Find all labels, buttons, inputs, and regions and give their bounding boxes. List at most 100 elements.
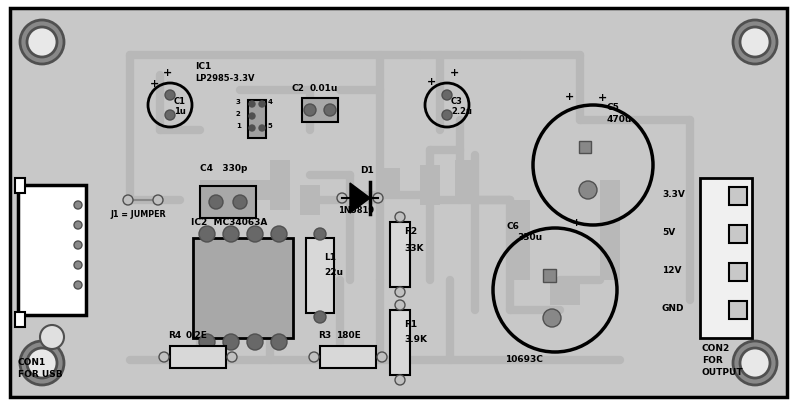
Text: GND: GND	[662, 304, 685, 313]
Bar	[455, 160, 475, 200]
Circle shape	[27, 27, 57, 57]
Text: 22u: 22u	[324, 268, 343, 277]
Text: C1: C1	[174, 97, 186, 106]
Text: +: +	[599, 93, 607, 103]
Circle shape	[395, 212, 405, 222]
Bar	[300, 185, 320, 215]
Bar	[420, 165, 440, 205]
Bar	[200, 180, 280, 200]
Circle shape	[199, 226, 215, 242]
Text: FOR USB: FOR USB	[18, 370, 63, 379]
Text: +: +	[151, 79, 159, 89]
Text: 10693C: 10693C	[505, 355, 543, 364]
Text: 180E: 180E	[336, 331, 361, 340]
Text: +: +	[450, 68, 460, 78]
Bar	[600, 180, 620, 280]
Circle shape	[199, 334, 215, 350]
Text: 1N5819: 1N5819	[338, 206, 374, 215]
Circle shape	[733, 20, 777, 64]
Text: C5: C5	[607, 103, 620, 112]
Text: 12V: 12V	[662, 266, 681, 275]
Circle shape	[223, 226, 239, 242]
Circle shape	[442, 90, 452, 100]
Circle shape	[309, 352, 319, 362]
Circle shape	[395, 375, 405, 385]
Circle shape	[395, 300, 405, 310]
Circle shape	[40, 325, 64, 349]
Text: 33K: 33K	[404, 244, 423, 253]
Circle shape	[324, 104, 336, 116]
Bar	[170, 346, 226, 368]
Circle shape	[20, 20, 64, 64]
Bar	[320, 346, 376, 368]
Circle shape	[223, 334, 239, 350]
Circle shape	[314, 311, 326, 323]
Text: 5V: 5V	[662, 228, 675, 237]
Bar	[15, 312, 25, 327]
Circle shape	[165, 110, 175, 120]
Text: 2.2u: 2.2u	[451, 107, 472, 116]
Circle shape	[153, 195, 163, 205]
Text: R3: R3	[318, 331, 331, 340]
Text: 1u: 1u	[174, 107, 186, 116]
Circle shape	[74, 281, 82, 289]
Bar	[729, 301, 747, 319]
Circle shape	[249, 101, 255, 107]
Bar	[248, 100, 266, 138]
Bar	[729, 187, 747, 205]
Circle shape	[314, 228, 326, 240]
Circle shape	[233, 195, 247, 209]
Polygon shape	[350, 183, 370, 213]
Circle shape	[733, 341, 777, 385]
Bar	[306, 238, 334, 313]
Text: C3: C3	[451, 97, 463, 106]
Bar	[302, 98, 338, 122]
Circle shape	[271, 226, 287, 242]
Circle shape	[123, 195, 133, 205]
Bar	[729, 263, 747, 281]
Text: +: +	[565, 92, 575, 102]
Circle shape	[74, 261, 82, 269]
Text: 330u: 330u	[517, 233, 542, 242]
Text: 0.2E: 0.2E	[186, 331, 208, 340]
Text: C6: C6	[507, 222, 520, 231]
Text: +: +	[163, 68, 173, 78]
Text: R4: R4	[168, 331, 181, 340]
Text: D1: D1	[360, 166, 374, 175]
Bar	[510, 200, 530, 280]
Bar	[380, 168, 400, 198]
Text: LP2985-3.3V: LP2985-3.3V	[195, 74, 254, 83]
Text: C4   330p: C4 330p	[200, 164, 247, 173]
Circle shape	[27, 348, 57, 378]
Text: R2: R2	[404, 227, 417, 236]
Circle shape	[247, 334, 263, 350]
Text: 2: 2	[236, 111, 241, 117]
Text: 5: 5	[268, 123, 273, 129]
Text: OUTPUT: OUTPUT	[702, 368, 744, 377]
Bar	[544, 269, 556, 281]
Bar	[200, 186, 256, 218]
Circle shape	[373, 193, 383, 203]
Circle shape	[74, 221, 82, 229]
Text: 1: 1	[236, 123, 241, 129]
Text: CON1: CON1	[18, 358, 46, 367]
Text: 470u: 470u	[607, 115, 632, 124]
Circle shape	[74, 201, 82, 209]
Circle shape	[740, 348, 770, 378]
Circle shape	[259, 125, 265, 131]
Circle shape	[543, 309, 561, 327]
Circle shape	[579, 181, 597, 199]
Text: FOR: FOR	[702, 356, 723, 365]
Circle shape	[271, 334, 287, 350]
Circle shape	[159, 352, 169, 362]
Bar	[390, 310, 410, 375]
Circle shape	[165, 90, 175, 100]
Circle shape	[259, 101, 265, 107]
Text: 3.9K: 3.9K	[404, 335, 427, 344]
Circle shape	[20, 341, 64, 385]
Circle shape	[227, 352, 237, 362]
Circle shape	[249, 125, 255, 131]
Text: L1: L1	[324, 253, 336, 262]
Bar	[700, 178, 752, 338]
Text: 3.3V: 3.3V	[662, 190, 685, 199]
